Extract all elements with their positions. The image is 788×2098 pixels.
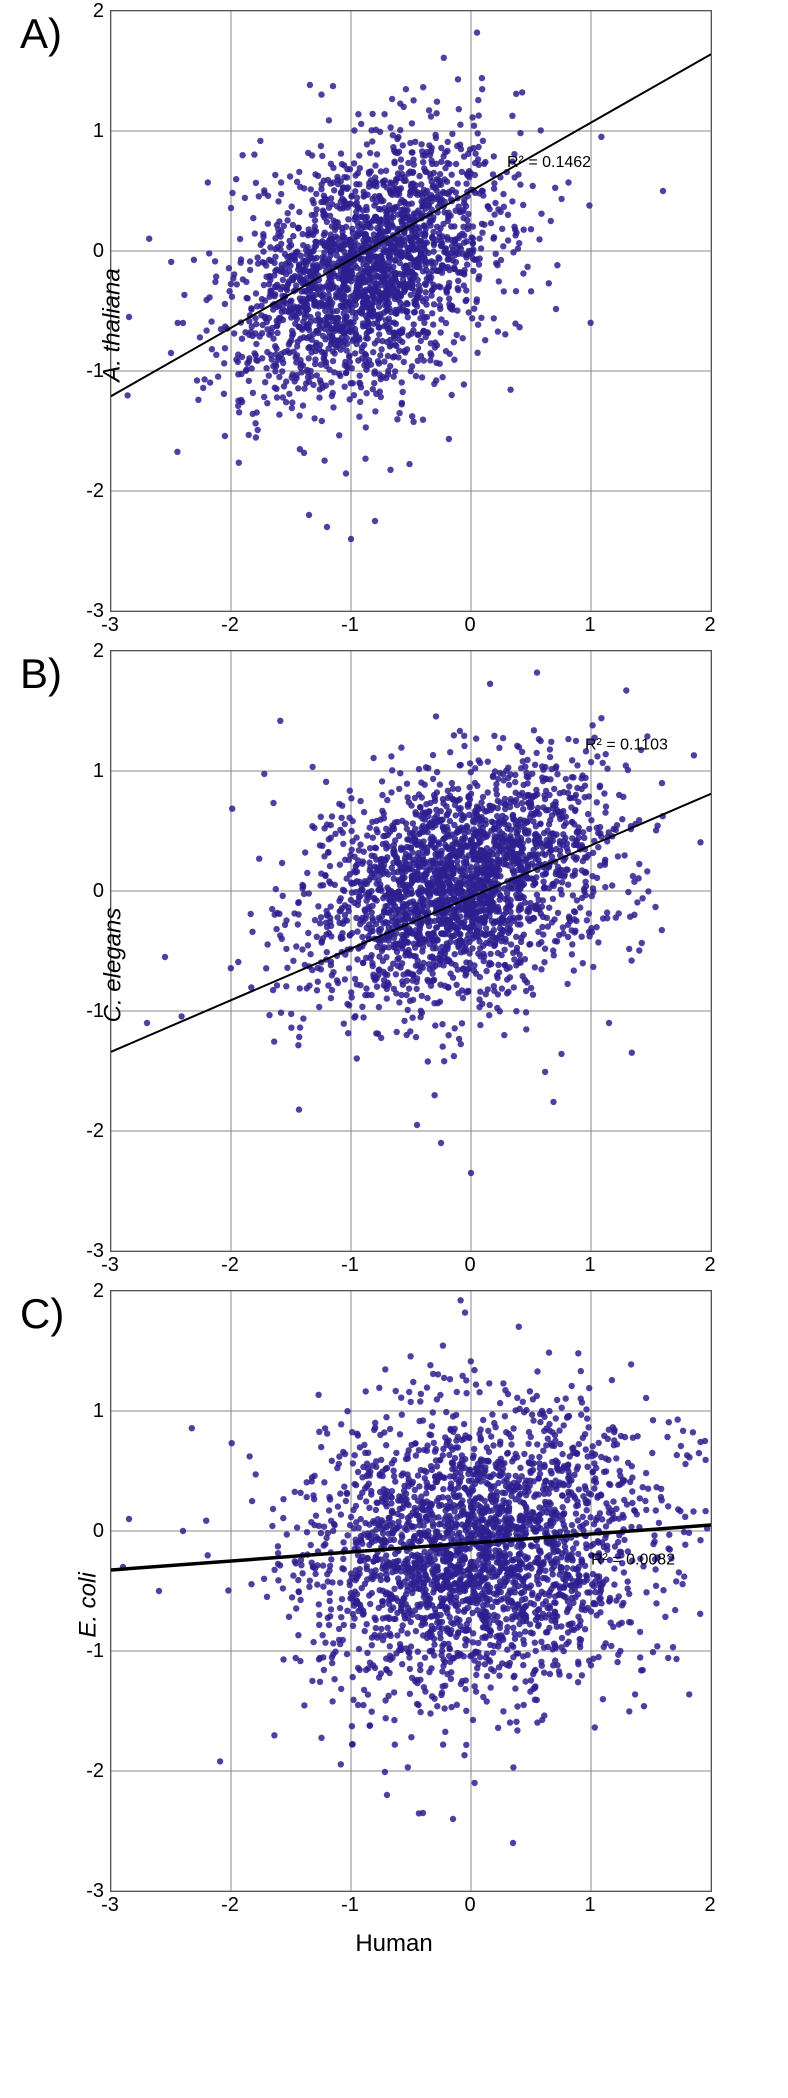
y-tick-label: 0 [76, 240, 104, 263]
x-tick-label: 1 [575, 1254, 605, 1277]
trend-line [111, 54, 711, 396]
r-squared-label: R² = 0.1462 [507, 154, 591, 171]
x-tick-label: -1 [335, 614, 365, 637]
panel-c: C)E. coliR² = 0.0082-3-2-1012-3-2-1012 [20, 1290, 768, 1920]
x-axis-label: Human [20, 1930, 768, 1958]
x-tick-label: 1 [575, 614, 605, 637]
y-tick-label: -1 [76, 360, 104, 383]
y-axis-label: E. coli [75, 1572, 103, 1637]
x-tick-label: -1 [335, 1254, 365, 1277]
y-tick-label: -2 [76, 1760, 104, 1783]
x-tick-label: 0 [455, 614, 485, 637]
x-tick-label: 1 [575, 1894, 605, 1917]
plot-wrap: R² = 0.1462-3-2-1012-3-2-1012 [110, 10, 768, 640]
x-tick-label: -2 [215, 614, 245, 637]
x-tick-label: 2 [695, 1894, 725, 1917]
y-tick-label: -1 [76, 1000, 104, 1023]
y-tick-label: 0 [76, 1520, 104, 1543]
y-tick-label: 1 [76, 1400, 104, 1423]
y-tick-label: 2 [76, 0, 104, 23]
y-tick-label: 0 [76, 880, 104, 903]
y-tick-label: 2 [76, 1280, 104, 1303]
figure-container: A)A. thalianaR² = 0.1462-3-2-1012-3-2-10… [0, 0, 788, 1978]
y-tick-label: -2 [76, 480, 104, 503]
x-tick-label: -2 [215, 1254, 245, 1277]
scatter-plot: R² = 0.1462 [110, 10, 712, 612]
plot-wrap: R² = 0.1103-3-2-1012-3-2-1012 [110, 650, 768, 1280]
y-tick-label: -1 [76, 1640, 104, 1663]
y-tick-label: 2 [76, 640, 104, 663]
x-tick-label: 0 [455, 1894, 485, 1917]
x-tick-label: 2 [695, 1254, 725, 1277]
r-squared-label: R² = 0.0082 [591, 1552, 675, 1569]
panel-label: A) [20, 10, 62, 58]
x-tick-label: -3 [95, 1254, 125, 1277]
x-tick-label: 0 [455, 1254, 485, 1277]
x-tick-label: 2 [695, 614, 725, 637]
r-squared-label: R² = 0.1103 [585, 736, 668, 753]
x-tick-label: -3 [95, 614, 125, 637]
x-tick-row: -3-2-1012 [110, 612, 710, 640]
panel-a: A)A. thalianaR² = 0.1462-3-2-1012-3-2-10… [20, 10, 768, 640]
panel-b: B)C. elegansR² = 0.1103-3-2-1012-3-2-101… [20, 650, 768, 1280]
x-tick-row: -3-2-1012 [110, 1252, 710, 1280]
scatter-points [124, 29, 666, 542]
x-tick-label: -1 [335, 1894, 365, 1917]
y-tick-label: -2 [76, 1120, 104, 1143]
scatter-points [120, 1297, 711, 1846]
scatter-plot: R² = 0.0082 [110, 1290, 712, 1892]
panel-label: B) [20, 650, 62, 698]
scatter-plot: R² = 0.1103 [110, 650, 712, 1252]
plot-wrap: R² = 0.0082-3-2-1012-3-2-1012 [110, 1290, 768, 1920]
x-tick-row: -3-2-1012 [110, 1892, 710, 1920]
y-tick-label: 1 [76, 120, 104, 143]
x-tick-label: -2 [215, 1894, 245, 1917]
panel-label: C) [20, 1290, 64, 1338]
y-tick-label: 1 [76, 760, 104, 783]
x-tick-label: -3 [95, 1894, 125, 1917]
